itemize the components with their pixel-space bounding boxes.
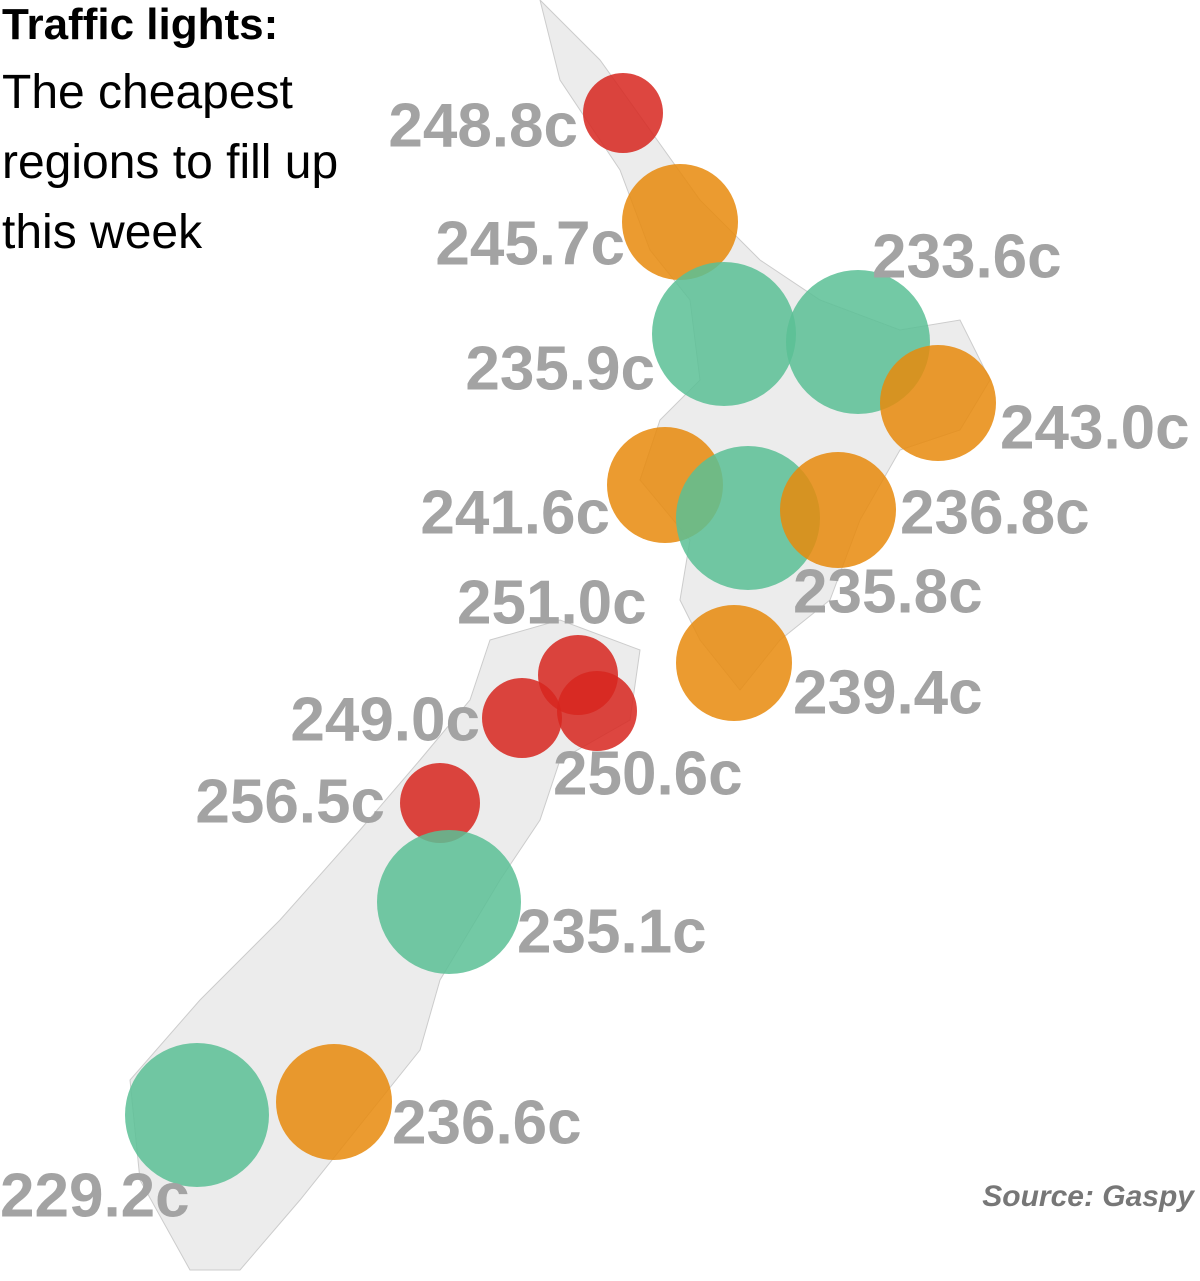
- price-bubble: [676, 605, 792, 721]
- price-bubble: [557, 671, 637, 751]
- price-bubble: [482, 678, 562, 758]
- price-label: 236.8c: [900, 478, 1090, 547]
- price-label: 251.0c: [457, 568, 647, 637]
- price-bubble: [125, 1043, 269, 1187]
- price-bubble: [652, 262, 796, 406]
- price-label: 250.6c: [553, 739, 743, 808]
- price-label: 233.6c: [872, 222, 1062, 291]
- title: Traffic lights:: [2, 0, 279, 49]
- price-bubble: [780, 452, 896, 568]
- price-label: 248.8c: [388, 91, 578, 160]
- price-label: 235.1c: [517, 897, 707, 966]
- price-bubble: [880, 345, 996, 461]
- price-bubble: [377, 830, 521, 974]
- price-label: 229.2c: [0, 1161, 190, 1230]
- price-bubble: [622, 164, 738, 280]
- price-bubble: [676, 446, 820, 590]
- price-bubble: [583, 73, 663, 153]
- price-label: 236.6c: [392, 1088, 582, 1157]
- price-label: 245.7c: [435, 209, 625, 278]
- price-bubble: [400, 763, 480, 843]
- price-bubble: [276, 1044, 392, 1160]
- subtitle: The cheapest regions to fill up this wee…: [2, 66, 339, 259]
- price-label: 235.9c: [465, 334, 655, 403]
- price-label: 243.0c: [1000, 393, 1190, 462]
- price-label: 241.6c: [420, 478, 610, 547]
- price-label: 249.0c: [290, 685, 480, 754]
- price-label: 239.4c: [793, 658, 983, 727]
- source: Source: Gaspy: [982, 1180, 1194, 1213]
- price-label: 235.8c: [793, 557, 983, 626]
- price-label: 256.5c: [195, 767, 385, 836]
